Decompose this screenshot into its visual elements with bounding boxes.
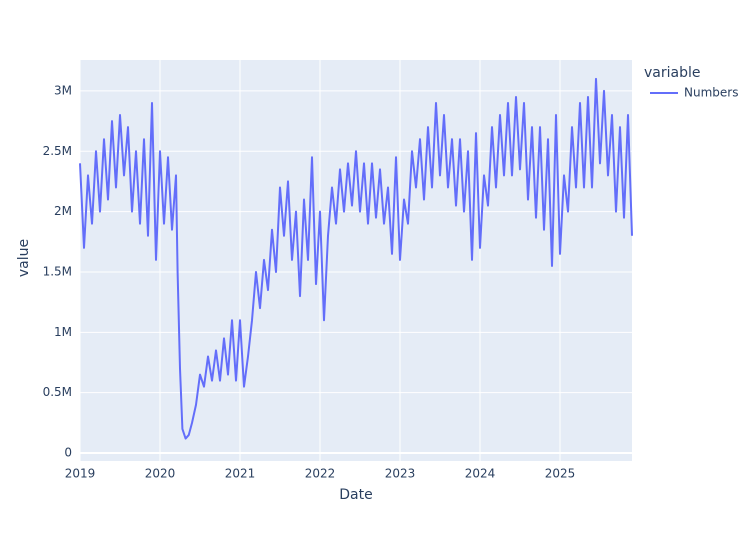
y-tick-label: 2.5M: [43, 144, 72, 158]
x-axis-title: Date: [339, 487, 372, 503]
data-line: [79, 77, 633, 440]
x-tick-label: 2023: [385, 467, 416, 481]
y-tick-label: 2M: [54, 204, 72, 218]
x-tick-label: 2021: [225, 467, 256, 481]
plot-area: [80, 60, 632, 461]
legend-label: Numbers: [684, 86, 738, 100]
x-tick-label: 2019: [65, 467, 96, 481]
y-tick-label: 1.5M: [43, 264, 72, 278]
y-axis-title: value: [16, 239, 32, 277]
y-tick-label: 0.5M: [43, 385, 72, 399]
legend-title: variable: [644, 65, 700, 81]
x-tick-label: 2020: [145, 467, 176, 481]
x-tick-label: 2022: [305, 467, 336, 481]
y-tick-label: 1M: [54, 325, 72, 339]
y-tick-label: 3M: [54, 83, 72, 97]
y-tick-label: 0: [64, 446, 72, 460]
x-tick-label: 2025: [545, 467, 576, 481]
x-tick-label: 2024: [465, 467, 496, 481]
